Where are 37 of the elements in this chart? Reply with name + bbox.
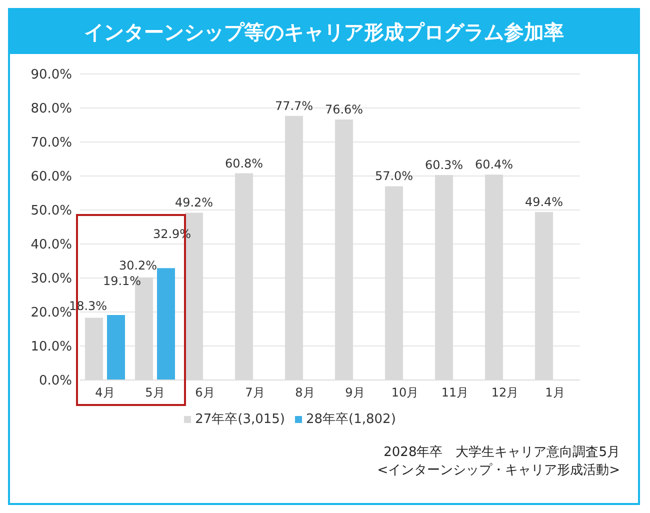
data-label: 19.1% bbox=[102, 274, 142, 288]
x-tick-label: 8月 bbox=[295, 386, 315, 400]
x-tick-label: 6月 bbox=[195, 386, 215, 400]
y-tick-label: 90.0% bbox=[30, 68, 72, 83]
bar bbox=[107, 315, 125, 380]
y-tick-label: 20.0% bbox=[30, 306, 72, 321]
data-label: 60.3% bbox=[424, 158, 464, 172]
data-label: 60.8% bbox=[224, 156, 264, 170]
text: <インターンシップ・キャリア形成活動> bbox=[377, 462, 620, 480]
data-label: 49.4% bbox=[524, 195, 564, 210]
x-tick-label: 11月 bbox=[441, 386, 469, 400]
data-label: 60.4% bbox=[474, 158, 514, 172]
x-tick-label: 4月 bbox=[95, 386, 115, 400]
data-label: 57.0% bbox=[374, 169, 414, 184]
x-tick-label: 1月 bbox=[545, 386, 565, 400]
y-tick-label: 40.0% bbox=[30, 238, 72, 253]
x-tick-label: 5月 bbox=[145, 386, 165, 400]
data-label: 49.2% bbox=[174, 196, 214, 210]
data-label: 30.2% bbox=[118, 258, 158, 272]
y-tick-label: 30.0% bbox=[30, 272, 72, 287]
y-tick-label: 0.0% bbox=[38, 374, 72, 389]
legend-label: 27年卒(3,015) bbox=[195, 412, 285, 427]
x-tick-label: 10月 bbox=[391, 386, 419, 400]
x-tick-label: 7月 bbox=[245, 386, 265, 400]
text: 2028年卒 大学生キャリア意向調査5月 bbox=[382, 444, 620, 462]
x-tick-label: 9月 bbox=[345, 386, 365, 400]
y-tick-label: 60.0% bbox=[30, 170, 72, 185]
x-tick-label: 12月 bbox=[491, 386, 519, 400]
data-label: 76.6% bbox=[324, 102, 364, 117]
legend-label: 28年卒(1,802) bbox=[306, 412, 396, 427]
y-tick-label: 50.0% bbox=[30, 204, 72, 219]
data-label: 77.7% bbox=[274, 98, 314, 113]
bar bbox=[157, 268, 175, 380]
y-tick-label: 10.0% bbox=[30, 340, 72, 355]
y-tick-label: 80.0% bbox=[30, 102, 72, 117]
chart-title: インターンシップ等のキャリア形成プログラム参加率 bbox=[8, 10, 640, 54]
y-tick-label: 70.0% bbox=[30, 136, 72, 151]
